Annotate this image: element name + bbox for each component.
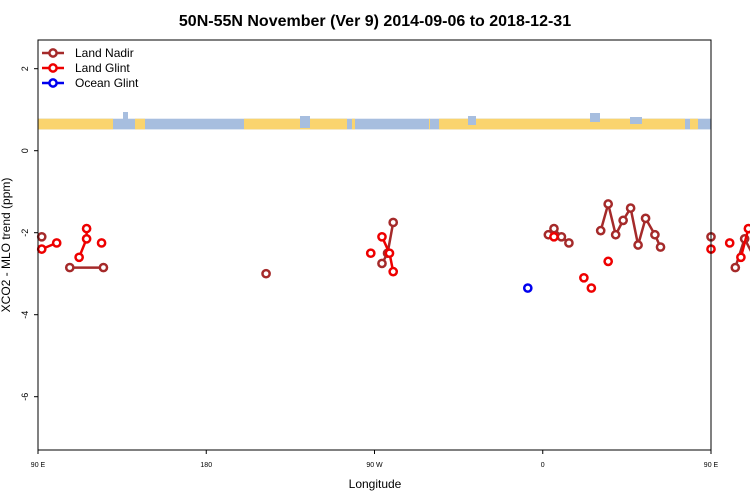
ocean-notch [468, 116, 476, 125]
data-point [388, 217, 399, 228]
land-segment [439, 118, 685, 130]
land-segment [429, 118, 430, 130]
y-tick-label: 2 [20, 66, 30, 71]
data-point [36, 244, 47, 254]
legend-marker [48, 78, 58, 88]
y-axis-label: XCO2 - MLO trend (ppm) [0, 178, 13, 313]
data-point [74, 252, 84, 263]
ocean-notch [300, 116, 310, 128]
land-segment [352, 118, 355, 130]
data-point [522, 283, 533, 293]
data-point [650, 229, 660, 240]
land-segment [38, 118, 113, 130]
x-tick-label: 90 E [31, 462, 46, 469]
data-point [633, 240, 643, 250]
data-point [365, 248, 376, 259]
legend-marker [48, 48, 58, 58]
data-point [564, 238, 574, 248]
data-point [549, 223, 559, 234]
legend-label: Land Nadir [75, 46, 134, 60]
data-point [595, 225, 606, 236]
legend-item: Land Nadir [42, 46, 134, 60]
data-point [96, 238, 107, 248]
y-tick-label: -6 [20, 393, 30, 401]
series-layer [36, 199, 750, 293]
y-tick-label: -2 [20, 229, 30, 237]
data-point [261, 268, 271, 279]
data-point [625, 203, 636, 213]
series-land-glint [36, 223, 750, 293]
data-point [98, 262, 109, 273]
land-segment [135, 118, 145, 130]
data-point [81, 223, 92, 234]
data-point [556, 231, 567, 242]
series-land-nadir [36, 199, 750, 279]
plot-frame [37, 39, 712, 451]
chart-title: 50N-55N November (Ver 9) 2014-09-06 to 2… [179, 13, 571, 30]
data-point [51, 238, 62, 248]
data-point [64, 262, 75, 273]
data-point [384, 248, 395, 259]
x-axis-label: Longitude [349, 477, 402, 491]
data-point [579, 272, 589, 283]
y-tick-label: 0 [20, 148, 30, 153]
y-axis: 2 0 -2 -4 -6 [20, 66, 38, 401]
data-point [736, 252, 746, 263]
ocean-notch [630, 117, 642, 124]
data-point [377, 231, 387, 242]
y-tick-label: -4 [20, 311, 30, 319]
x-tick-label: 0 [541, 462, 545, 469]
ocean-notch [590, 113, 600, 122]
ocean-notch [123, 112, 128, 124]
data-point [655, 242, 666, 252]
series-ocean-glint [522, 283, 533, 293]
data-point [730, 262, 741, 273]
data-point [586, 283, 597, 293]
x-tick-label: 180 [200, 462, 212, 469]
data-point [724, 238, 735, 248]
data-point [610, 229, 621, 240]
data-point [377, 258, 387, 269]
land-segment [690, 118, 698, 130]
data-point [81, 234, 92, 244]
data-point [603, 199, 614, 209]
land-segment [244, 118, 347, 130]
legend-label: Land Glint [75, 61, 130, 75]
data-point [603, 256, 614, 267]
land-ocean-mask [38, 112, 711, 130]
ocean-band [38, 118, 711, 130]
series-line [739, 228, 750, 258]
legend-marker [48, 63, 58, 73]
data-point [743, 223, 750, 234]
legend-item: Ocean Glint [42, 76, 139, 90]
data-point [36, 231, 47, 242]
data-point [549, 231, 559, 242]
x-tick-label: 90 W [366, 462, 383, 469]
data-point [618, 215, 628, 226]
legend-item: Land Glint [42, 61, 130, 75]
data-point [640, 213, 651, 224]
data-point [388, 266, 399, 277]
legend-label: Ocean Glint [75, 76, 139, 90]
x-tick-label: 90 E [704, 462, 719, 469]
